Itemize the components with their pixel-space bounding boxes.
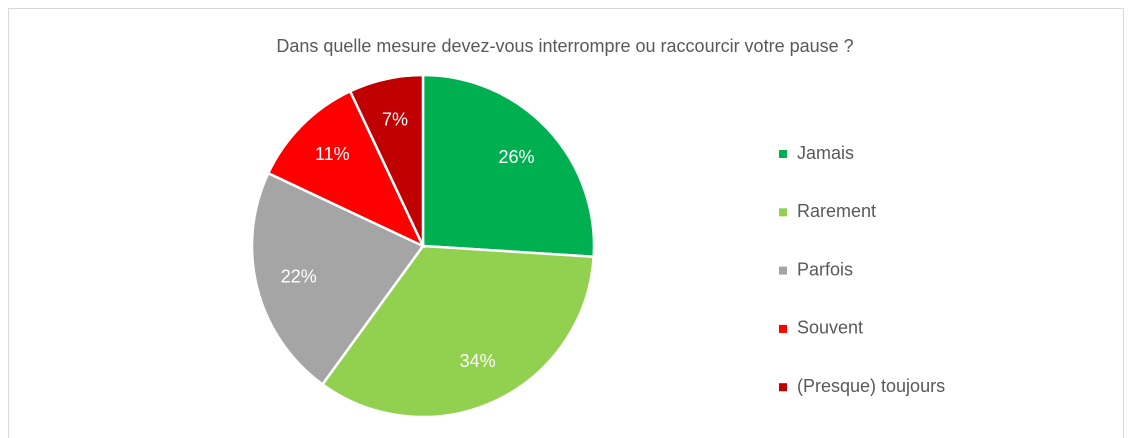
legend-swatch: [779, 324, 787, 333]
legend-label: Rarement: [797, 201, 876, 221]
pie-slice: [421, 73, 596, 259]
data-label: 7%: [382, 110, 408, 130]
pie-slice: [266, 89, 426, 249]
data-label: 11%: [315, 144, 350, 164]
legend-label: Jamais: [797, 143, 854, 163]
legend-swatch: [779, 266, 787, 275]
pie-slice: [348, 73, 425, 247]
legend-label: Parfois: [797, 259, 853, 279]
data-label: 26%: [498, 147, 534, 167]
legend-swatch: [779, 208, 787, 217]
legend-label: (Presque) toujours: [797, 376, 945, 396]
legend-label: Souvent: [797, 318, 863, 338]
chart-title: Dans quelle mesure devez-vous interrompr…: [276, 36, 853, 56]
legend-swatch: [779, 150, 787, 158]
data-label: 22%: [281, 267, 317, 287]
legend-swatch: [779, 383, 787, 392]
data-label: 34%: [460, 351, 496, 371]
pie-slice: [320, 244, 595, 419]
